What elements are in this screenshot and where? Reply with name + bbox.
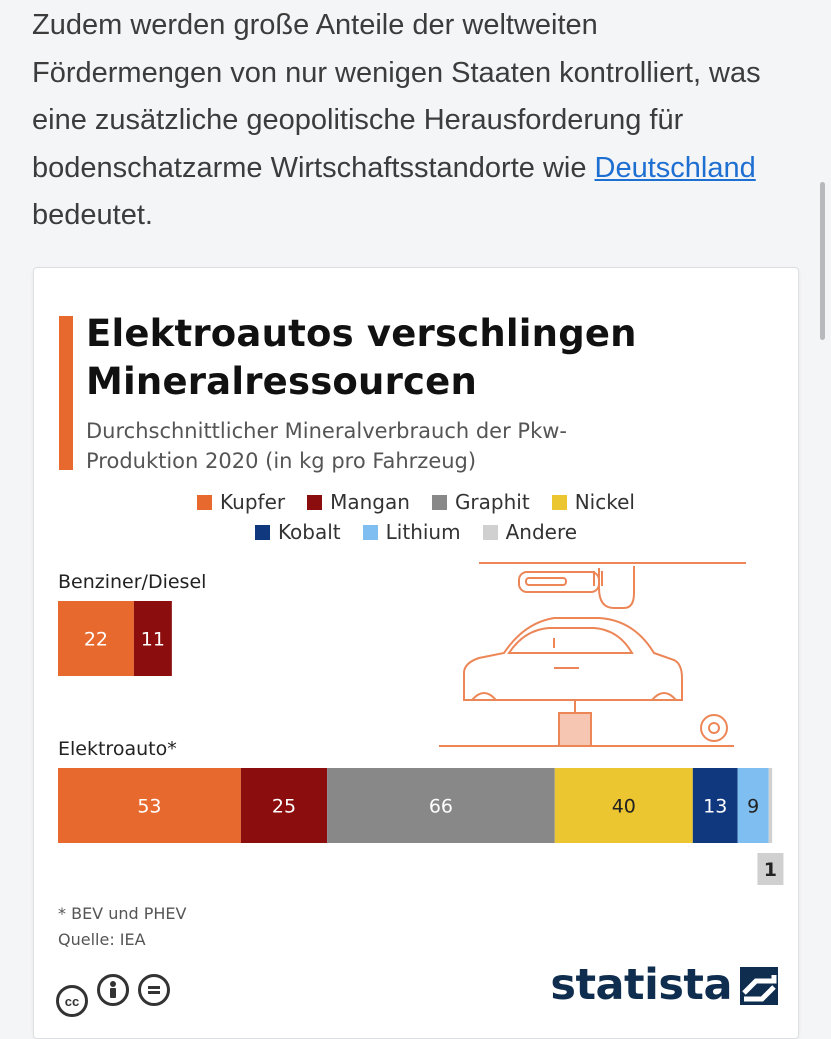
footnote-block: * BEV und PHEV Quelle: IEA [58, 901, 186, 953]
bars-group: 22 11 53 25 66 40 13 9 1 [58, 601, 784, 885]
legend-label: Mangan [330, 490, 410, 514]
car-lift-block [558, 712, 592, 747]
legend-label: Kobalt [277, 520, 341, 544]
data-label-mangan-1: 25 [272, 796, 296, 818]
car-body [463, 617, 683, 701]
bar-mangan-1 [240, 768, 328, 843]
chart-title: Elektroautos verschlingen Mineralressour… [86, 312, 637, 403]
legend-swatch [254, 525, 270, 540]
legend-label: Andere [505, 520, 578, 544]
legend-label: Nickel [574, 490, 635, 514]
spare-wheel [700, 714, 728, 742]
bar-mangan-0 [133, 601, 172, 676]
article-paragraph: Zudem werden große Anteile der weltweite… [32, 2, 792, 240]
infographic-card: Elektroautos verschlingen Mineralressour… [33, 267, 799, 1039]
bar-andere-1 [768, 768, 773, 843]
legend-swatch [431, 495, 447, 510]
title-accent-bar [59, 316, 73, 470]
legend-swatch [362, 525, 378, 540]
callout-box-andere [757, 853, 784, 885]
legend-label: Graphit [454, 490, 530, 514]
statista-logo[interactable]: statista [550, 960, 778, 1010]
data-label-graphit-1: 66 [429, 796, 453, 818]
creative-commons-icon[interactable]: cc [56, 985, 88, 1017]
legend-label: Lithium [385, 520, 461, 544]
legend-item-kupfer: Kupfer [197, 490, 285, 514]
statista-mark-icon [740, 967, 778, 1005]
bar-kupfer-0 [58, 601, 134, 676]
brand-text: statista [550, 960, 732, 1010]
bar-kobalt-1 [692, 768, 738, 843]
legend-row-1: Kupfer Mangan Graphit Nickel [34, 490, 798, 514]
category-label-benziner: Benziner/Diesel [58, 571, 207, 593]
source-text: Quelle: IEA [58, 930, 146, 949]
license-icons: cc [56, 974, 179, 1017]
car-illustration [439, 562, 746, 747]
legend-swatch [551, 495, 567, 510]
bar-nickel-1 [554, 768, 693, 843]
bar-lithium-1 [737, 768, 769, 843]
attribution-icon[interactable] [97, 974, 129, 1006]
data-label-nickel-1: 40 [612, 796, 636, 818]
legend-row-2: Kobalt Lithium Andere [34, 520, 798, 544]
car-wheel-arch-rear [651, 692, 677, 701]
deutschland-link[interactable]: Deutschland [594, 151, 756, 184]
legend-item-kobalt: Kobalt [254, 520, 341, 544]
data-label-mangan-0: 11 [141, 629, 165, 651]
legend-item-nickel: Nickel [551, 490, 635, 514]
data-label-lithium-1: 9 [747, 796, 759, 818]
car-window [507, 627, 634, 654]
legend-item-graphit: Graphit [431, 490, 530, 514]
data-label-kupfer-0: 22 [84, 629, 108, 651]
chart-canvas: 22 11 53 25 66 40 13 9 1 [58, 562, 784, 885]
legend-item-mangan: Mangan [307, 490, 410, 514]
article-text-start: Zudem werden große Anteile der weltweite… [32, 9, 761, 184]
legend-swatch [197, 495, 213, 510]
legend-swatch [307, 495, 323, 510]
article-text-end: bedeutet. [32, 199, 153, 231]
data-label-andere-1: 1 [764, 859, 777, 881]
bar-kupfer-1 [58, 768, 241, 843]
cable-plug-slot [525, 577, 567, 586]
cable-plug-shape [518, 571, 600, 593]
legend-swatch [482, 525, 498, 540]
no-derivatives-icon[interactable] [138, 974, 170, 1006]
footnote-text: * BEV und PHEV [58, 904, 187, 923]
data-label-kobalt-1: 13 [703, 796, 727, 818]
scrollbar[interactable] [820, 182, 825, 340]
category-label-elektroauto: Elektroauto* [58, 738, 177, 760]
legend-item-andere: Andere [482, 520, 578, 544]
spare-wheel-hub [708, 722, 720, 734]
chart-subtitle: Durchschnittlicher Mineralverbrauch der … [86, 419, 567, 473]
cable-hook [598, 566, 635, 609]
car-wheel-arch-front [471, 692, 497, 701]
bar-graphit-1 [327, 768, 555, 843]
data-label-kupfer-1: 53 [137, 796, 161, 818]
legend-item-lithium: Lithium [362, 520, 461, 544]
legend-label: Kupfer [220, 490, 286, 514]
